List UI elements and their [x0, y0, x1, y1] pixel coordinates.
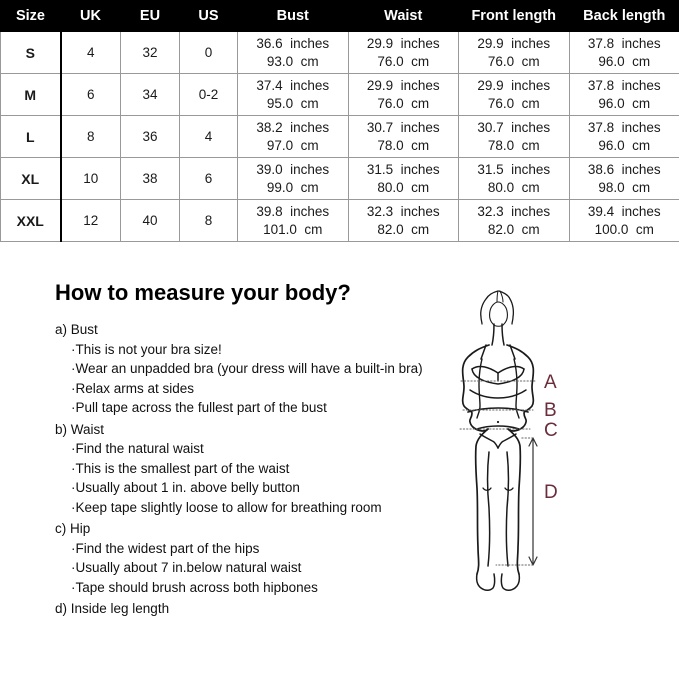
svg-text:B: B: [544, 400, 557, 421]
svg-text:A: A: [544, 372, 557, 393]
svg-text:C: C: [544, 420, 558, 441]
svg-text:D: D: [544, 482, 558, 503]
